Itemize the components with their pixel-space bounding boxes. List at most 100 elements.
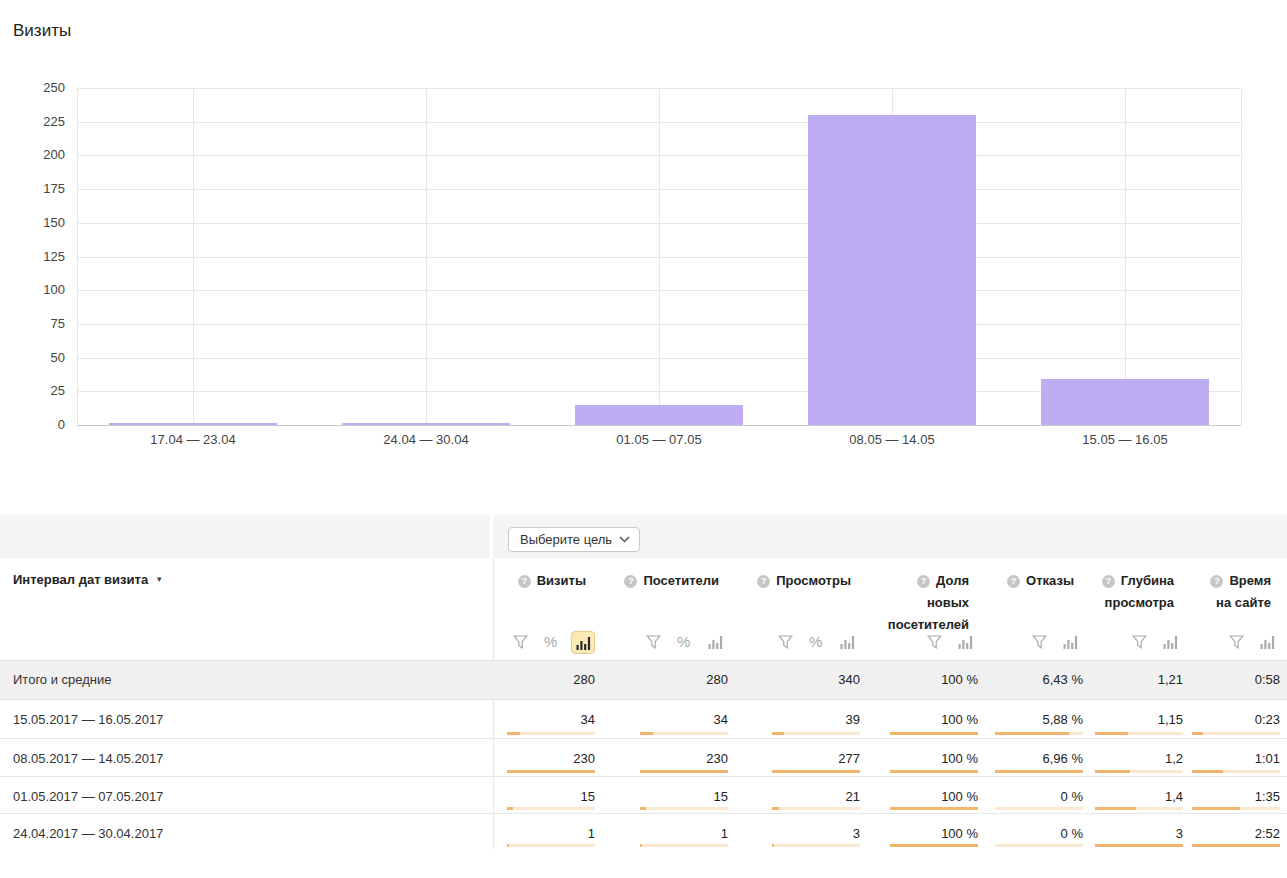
column-header-line: новых (888, 592, 969, 614)
totals-value: 6,43 % (1043, 672, 1083, 688)
column-header-label: Отказы (1026, 570, 1074, 592)
totals-value: 0:58 (1255, 672, 1280, 688)
help-icon[interactable]: ? (917, 575, 930, 588)
column-header-label: просмотра (1105, 592, 1174, 614)
cell-value: 34 (581, 712, 595, 728)
row-date-label: 24.04.2017 — 30.04.2017 (13, 826, 163, 842)
cell-value: 2:52 (1255, 826, 1280, 842)
column-header-label: на сайте (1216, 592, 1271, 614)
yandex-metrica-report: Визиты 250225200175150125100755025017.04… (0, 0, 1287, 878)
column-header-line: посетителей (888, 614, 969, 636)
goal-select-label: Выберите цель (520, 532, 612, 547)
cell-meter (995, 844, 1083, 847)
cell-value: 1:01 (1255, 751, 1280, 767)
cell-value: 100 % (941, 751, 978, 767)
cell-meter-fill (507, 807, 513, 810)
column-header-line: ? Доля (888, 570, 969, 592)
cell-meter-fill (890, 732, 978, 735)
cell-meter (640, 732, 728, 735)
cell-meter (995, 770, 1083, 773)
cell-value: 100 % (941, 826, 978, 842)
cell-meter-fill (507, 732, 520, 735)
chart-tool-icon[interactable] (1063, 635, 1078, 650)
chart-tool-icon[interactable] (708, 635, 723, 650)
chart-tool-icon[interactable] (958, 635, 973, 650)
column-header-0[interactable]: ?Визиты (518, 570, 586, 592)
filter-tool-icon[interactable] (513, 635, 528, 650)
column-header-5[interactable]: ?Глубинапросмотра (1102, 570, 1174, 614)
chart-tool-icon[interactable] (840, 635, 855, 650)
column-header-label: Просмотры (776, 570, 851, 592)
cell-value: 15 (714, 789, 728, 805)
cell-meter-fill (1192, 732, 1203, 735)
cell-meter (1192, 844, 1280, 847)
filter-tool-icon[interactable] (1032, 635, 1047, 650)
cell-meter (995, 732, 1083, 735)
column-header-interval[interactable]: Интервал дат визита▼ (13, 572, 163, 587)
help-icon[interactable]: ? (624, 575, 637, 588)
cell-meter-fill (640, 844, 642, 847)
chart-tool-active[interactable] (571, 631, 595, 654)
totals-value: 1,21 (1158, 672, 1183, 688)
cell-meter (1095, 844, 1183, 847)
help-icon[interactable]: ? (1102, 575, 1115, 588)
cell-meter-fill (772, 732, 784, 735)
cell-value: 0 % (1061, 826, 1083, 842)
cell-meter-fill (890, 844, 978, 847)
column-header-line: ? Отказы (1007, 570, 1074, 592)
cell-meter (507, 844, 595, 847)
row-date-label: 15.05.2017 — 16.05.2017 (13, 712, 163, 728)
help-icon[interactable]: ? (1210, 575, 1223, 588)
cell-meter (890, 732, 978, 735)
help-icon[interactable]: ? (757, 575, 770, 588)
column-header-line: ?Посетители (624, 570, 719, 592)
cell-meter (890, 807, 978, 810)
help-icon[interactable]: ? (1007, 575, 1020, 588)
cell-meter (640, 807, 728, 810)
filter-tool-icon[interactable] (1132, 635, 1147, 650)
cell-meter (1095, 770, 1183, 773)
percent-tool-icon[interactable]: % (544, 635, 559, 650)
cell-value: 0 % (1061, 789, 1083, 805)
column-header-1[interactable]: ?Посетители (624, 570, 719, 592)
interval-header-label: Интервал дат визита (13, 572, 148, 587)
filter-tool-icon[interactable] (927, 635, 942, 650)
percent-tool-icon[interactable]: % (809, 635, 824, 650)
cell-meter-fill (995, 770, 1083, 773)
cell-meter-fill (772, 844, 774, 847)
cell-meter-fill (995, 732, 1069, 735)
goal-select-button[interactable]: Выберите цель (508, 527, 640, 552)
cell-value: 230 (573, 751, 595, 767)
cell-value: 6,96 % (1043, 751, 1083, 767)
chart-tool-icon[interactable] (1163, 635, 1178, 650)
column-header-line: ?Глубина (1102, 570, 1174, 592)
filter-tool-icon[interactable] (778, 635, 793, 650)
cell-meter (1095, 807, 1183, 810)
cell-value: 100 % (941, 789, 978, 805)
chart-tool-icon[interactable] (1260, 635, 1275, 650)
cell-meter-fill (1095, 844, 1183, 847)
percent-tool-icon[interactable]: % (677, 635, 692, 650)
column-gap (490, 515, 493, 558)
chevron-down-icon (619, 536, 630, 543)
cell-meter (1192, 732, 1280, 735)
cell-meter-fill (640, 732, 653, 735)
cell-meter (1095, 732, 1183, 735)
cell-meter-fill (507, 844, 509, 847)
column-header-2[interactable]: ? Просмотры (757, 570, 851, 592)
cell-meter (1192, 807, 1280, 810)
cell-value: 39 (846, 712, 860, 728)
cell-value: 1,2 (1165, 751, 1183, 767)
column-header-label: Доля (936, 570, 969, 592)
cell-value: 1,4 (1165, 789, 1183, 805)
cell-meter (890, 844, 978, 847)
cell-value: 5,88 % (1043, 712, 1083, 728)
filter-tool-icon[interactable] (1229, 635, 1244, 650)
cell-value: 277 (838, 751, 860, 767)
column-header-4[interactable]: ? Отказы (1007, 570, 1074, 592)
help-icon[interactable]: ? (518, 575, 531, 588)
column-header-3[interactable]: ? Доляновыхпосетителей (888, 570, 969, 636)
filter-tool-icon[interactable] (646, 635, 661, 650)
cell-meter-fill (1192, 770, 1223, 773)
column-header-6[interactable]: ?Времяна сайте (1210, 570, 1271, 614)
